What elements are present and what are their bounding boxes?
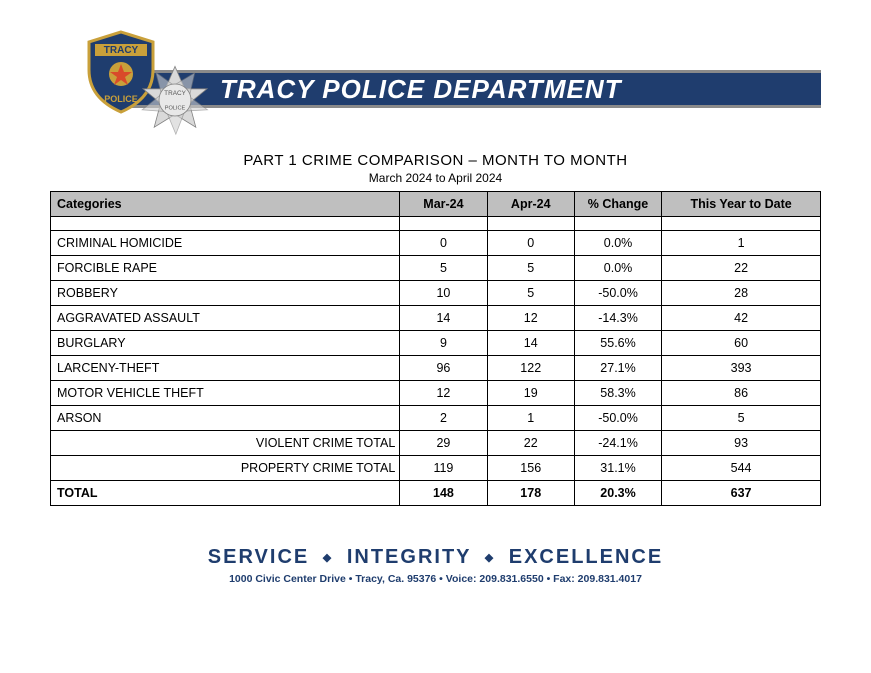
table-row: ARSON21-50.0%5 — [51, 406, 821, 431]
svg-text:TRACY: TRACY — [164, 90, 186, 97]
table-row: TOTAL14817820.3%637 — [51, 481, 821, 506]
cell-m2: 12 — [487, 306, 574, 331]
cell-ytd: 1 — [662, 231, 821, 256]
col-categories: Categories — [51, 192, 400, 217]
cell-m2: 0 — [487, 231, 574, 256]
cell-ytd: 93 — [662, 431, 821, 456]
cell-m1: 148 — [400, 481, 487, 506]
table-row: MOTOR VEHICLE THEFT121958.3%86 — [51, 381, 821, 406]
cell-ytd: 60 — [662, 331, 821, 356]
svg-text:POLICE: POLICE — [165, 106, 186, 112]
cell-cat: CRIMINAL HOMICIDE — [51, 231, 400, 256]
col-ytd: This Year to Date — [662, 192, 821, 217]
cell-pct: 20.3% — [574, 481, 661, 506]
cell-pct: -24.1% — [574, 431, 661, 456]
svg-text:TRACY: TRACY — [104, 45, 139, 56]
motto: SERVICE ◆ INTEGRITY ◆ EXCELLENCE — [50, 546, 821, 569]
cell-m2: 5 — [487, 281, 574, 306]
cell-cat: FORCIBLE RAPE — [51, 256, 400, 281]
cell-ytd: 28 — [662, 281, 821, 306]
footer: SERVICE ◆ INTEGRITY ◆ EXCELLENCE 1000 Ci… — [50, 546, 821, 585]
svg-text:POLICE: POLICE — [104, 94, 138, 104]
cell-m1: 9 — [400, 331, 487, 356]
cell-m2: 19 — [487, 381, 574, 406]
report-period: March 2024 to April 2024 — [50, 171, 821, 185]
col-pct: % Change — [574, 192, 661, 217]
cell-pct: -50.0% — [574, 406, 661, 431]
diamond-icon: ◆ — [317, 552, 339, 564]
table-row: LARCENY-THEFT9612227.1%393 — [51, 356, 821, 381]
cell-ytd: 86 — [662, 381, 821, 406]
cell-m1: 0 — [400, 231, 487, 256]
cell-m1: 10 — [400, 281, 487, 306]
crime-table: Categories Mar-24 Apr-24 % Change This Y… — [50, 191, 821, 506]
cell-cat: ROBBERY — [51, 281, 400, 306]
table-header-row: Categories Mar-24 Apr-24 % Change This Y… — [51, 192, 821, 217]
cell-pct: 27.1% — [574, 356, 661, 381]
report-title-block: PART 1 CRIME COMPARISON – MONTH TO MONTH… — [50, 152, 821, 185]
cell-cat: AGGRAVATED ASSAULT — [51, 306, 400, 331]
table-row: FORCIBLE RAPE550.0%22 — [51, 256, 821, 281]
cell-m1: 12 — [400, 381, 487, 406]
cell-cat: BURGLARY — [51, 331, 400, 356]
table-row: PROPERTY CRIME TOTAL11915631.1%544 — [51, 456, 821, 481]
cell-m1: 2 — [400, 406, 487, 431]
cell-cat: ARSON — [51, 406, 400, 431]
cell-ytd: 544 — [662, 456, 821, 481]
cell-m2: 122 — [487, 356, 574, 381]
banner-title: TRACY POLICE DEPARTMENT — [220, 74, 621, 105]
table-row: AGGRAVATED ASSAULT1412-14.3%42 — [51, 306, 821, 331]
spacer-row — [51, 217, 821, 231]
table-row: CRIMINAL HOMICIDE000.0%1 — [51, 231, 821, 256]
cell-pct: -14.3% — [574, 306, 661, 331]
cell-m2: 14 — [487, 331, 574, 356]
cell-pct: 55.6% — [574, 331, 661, 356]
diamond-icon: ◆ — [479, 552, 501, 564]
cell-m1: 29 — [400, 431, 487, 456]
cell-pct: 0.0% — [574, 231, 661, 256]
col-month1: Mar-24 — [400, 192, 487, 217]
cell-pct: 0.0% — [574, 256, 661, 281]
report-title: PART 1 CRIME COMPARISON – MONTH TO MONTH — [50, 152, 821, 169]
col-month2: Apr-24 — [487, 192, 574, 217]
table-row: VIOLENT CRIME TOTAL2922-24.1%93 — [51, 431, 821, 456]
cell-m2: 1 — [487, 406, 574, 431]
cell-m2: 5 — [487, 256, 574, 281]
cell-ytd: 22 — [662, 256, 821, 281]
cell-m2: 156 — [487, 456, 574, 481]
cell-pct: 31.1% — [574, 456, 661, 481]
cell-pct: 58.3% — [574, 381, 661, 406]
cell-ytd: 5 — [662, 406, 821, 431]
cell-cat: VIOLENT CRIME TOTAL — [51, 431, 400, 456]
cell-cat: MOTOR VEHICLE THEFT — [51, 381, 400, 406]
cell-cat: LARCENY-THEFT — [51, 356, 400, 381]
cell-ytd: 393 — [662, 356, 821, 381]
footer-address: 1000 Civic Center Drive • Tracy, Ca. 953… — [50, 573, 821, 585]
cell-pct: -50.0% — [574, 281, 661, 306]
banner: TRACY POLICE DEPARTMENT — [130, 70, 821, 108]
cell-m2: 178 — [487, 481, 574, 506]
cell-cat: TOTAL — [51, 481, 400, 506]
cell-m1: 5 — [400, 256, 487, 281]
motto-excellence: EXCELLENCE — [509, 546, 663, 568]
table-row: ROBBERY105-50.0%28 — [51, 281, 821, 306]
cell-m1: 119 — [400, 456, 487, 481]
motto-service: SERVICE — [208, 546, 309, 568]
table-row: BURGLARY91455.6%60 — [51, 331, 821, 356]
header: TRACY POLICE TRACY POLICE TRACY POLICE D… — [50, 20, 821, 130]
cell-m2: 22 — [487, 431, 574, 456]
motto-integrity: INTEGRITY — [347, 546, 471, 568]
police-star-icon: TRACY POLICE — [135, 60, 215, 140]
cell-cat: PROPERTY CRIME TOTAL — [51, 456, 400, 481]
cell-m1: 96 — [400, 356, 487, 381]
cell-m1: 14 — [400, 306, 487, 331]
cell-ytd: 637 — [662, 481, 821, 506]
cell-ytd: 42 — [662, 306, 821, 331]
